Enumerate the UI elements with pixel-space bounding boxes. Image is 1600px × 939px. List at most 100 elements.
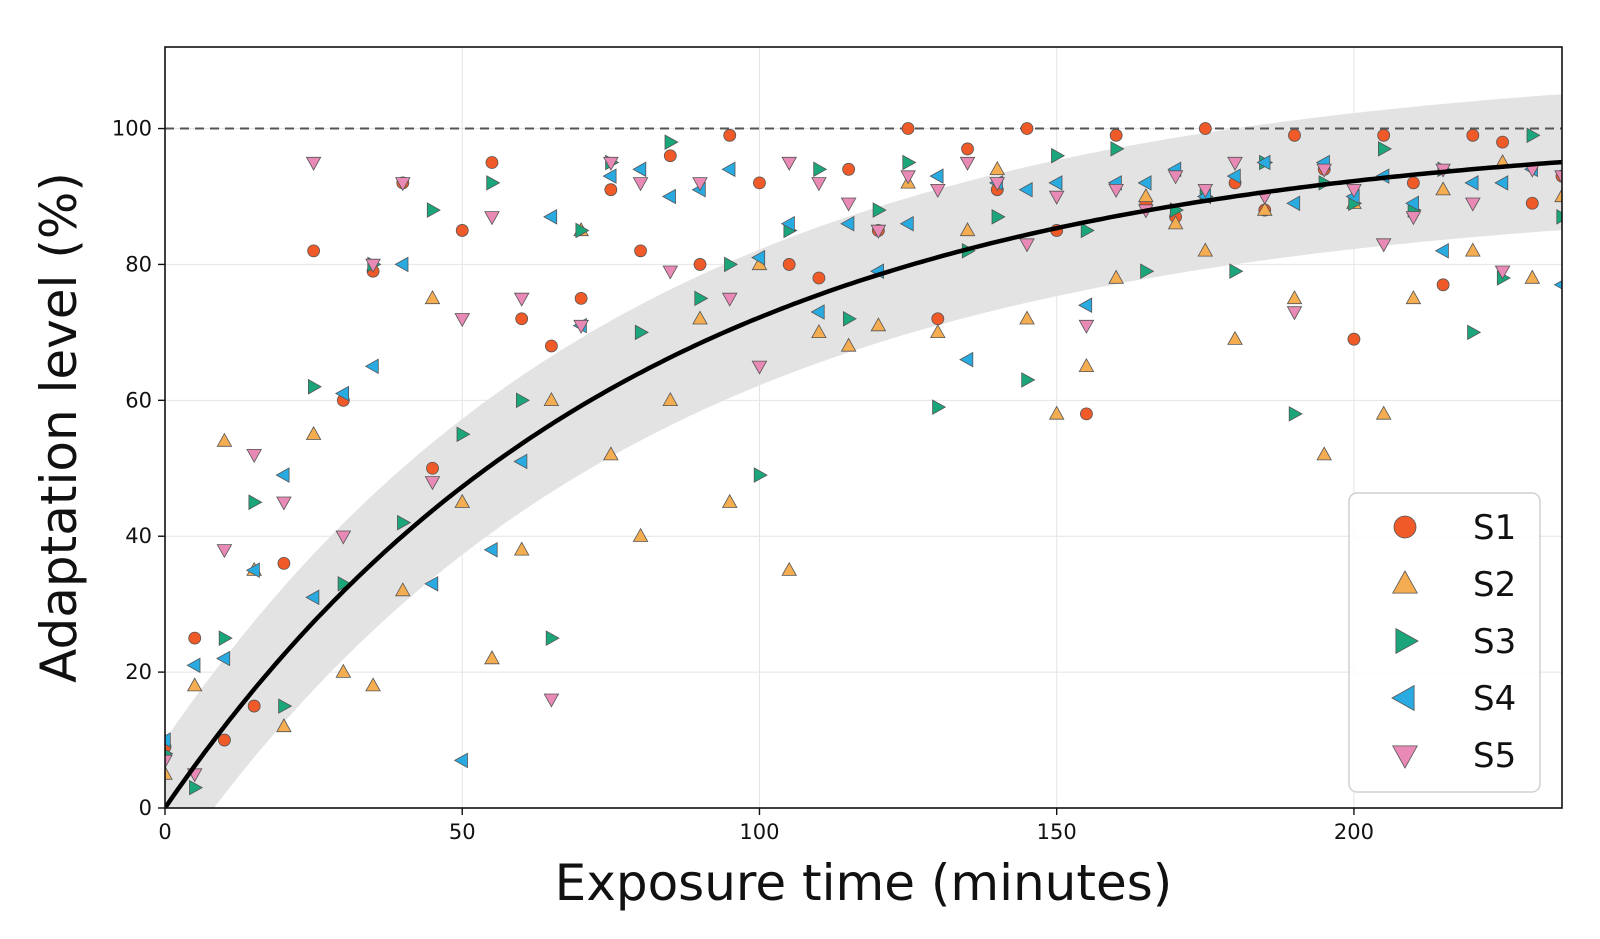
data-point-s3 — [1556, 209, 1562, 225]
data-point-s2 — [721, 493, 738, 508]
data-point-s2 — [1048, 405, 1065, 420]
data-point-s1 — [426, 461, 439, 475]
data-point-s3 — [843, 311, 857, 327]
data-point-s1 — [218, 733, 231, 747]
data-point-s3 — [1229, 263, 1244, 279]
axis-ticks: 0 50 100 150 200 0 20 40 60 80 100 — [112, 117, 1374, 844]
data-point-s5 — [1108, 183, 1124, 199]
data-point-s1 — [604, 183, 618, 197]
data-point-s3 — [932, 399, 947, 415]
data-point-s4 — [1018, 181, 1033, 198]
data-point-s5 — [1375, 238, 1392, 253]
data-point-s2 — [1316, 446, 1332, 461]
data-point-s4 — [721, 161, 736, 178]
data-point-s3 — [248, 494, 263, 511]
data-point-s2 — [870, 317, 887, 332]
data-point-s2 — [1227, 330, 1243, 345]
data-point-s5 — [811, 177, 827, 192]
data-point-s3 — [1288, 406, 1303, 422]
data-point-s5 — [246, 448, 262, 464]
y-tick-label: 20 — [125, 660, 152, 684]
data-point-s2 — [1138, 188, 1154, 203]
data-point-s4 — [186, 657, 201, 674]
legend-marker-s3 — [1395, 627, 1419, 655]
data-point-s3 — [218, 630, 233, 646]
legend-label-s1: S1 — [1473, 508, 1516, 548]
data-point-s1 — [1525, 196, 1539, 210]
data-point-s2 — [1286, 290, 1303, 305]
data-point-s5 — [989, 177, 1006, 192]
data-point-s3 — [189, 779, 204, 796]
data-point-s4 — [305, 589, 320, 606]
legend-marker-s2 — [1392, 570, 1418, 594]
data-point-s1 — [188, 631, 202, 645]
data-point-s5 — [721, 292, 738, 307]
data-point-s4 — [1256, 154, 1271, 171]
data-point-s2 — [632, 527, 649, 542]
x-tick-label: 200 — [1334, 820, 1374, 844]
data-point-s1 — [574, 292, 588, 305]
data-point-s5 — [662, 265, 679, 280]
data-point-s4 — [165, 732, 171, 748]
data-point-s1 — [515, 312, 529, 326]
data-point-s4 — [334, 385, 350, 402]
y-tick-label: 80 — [125, 252, 152, 276]
data-point-s2 — [1524, 269, 1541, 284]
legend-marker-s4 — [1391, 684, 1415, 712]
data-point-s2 — [305, 425, 322, 440]
data-point-s3 — [307, 378, 322, 395]
data-point-s2 — [840, 337, 857, 352]
data-point-s3 — [724, 256, 739, 273]
data-point-s1 — [1020, 122, 1034, 135]
data-point-s4 — [216, 650, 231, 667]
data-point-s4 — [424, 576, 439, 592]
data-point-s1 — [1377, 128, 1391, 142]
data-point-s5 — [1286, 306, 1303, 321]
data-point-s2 — [395, 582, 411, 597]
data-point-s1 — [753, 176, 766, 190]
data-point-s3 — [872, 202, 887, 218]
y-tick-label: 60 — [125, 388, 152, 412]
data-point-s2 — [1019, 310, 1035, 325]
data-point-s2 — [603, 446, 619, 461]
data-point-s5 — [454, 313, 471, 328]
data-point-s2 — [1554, 188, 1562, 203]
data-point-s5 — [1167, 170, 1184, 185]
data-point-s3 — [753, 467, 768, 483]
data-point-s2 — [692, 310, 708, 325]
data-point-s3 — [634, 324, 649, 341]
data-point-s1 — [545, 339, 558, 353]
data-point-s2 — [454, 493, 471, 508]
data-point-s5 — [603, 156, 619, 171]
fit-curve — [165, 159, 1562, 808]
x-tick-label: 150 — [1037, 820, 1077, 844]
data-point-s2 — [335, 663, 352, 678]
data-point-s3 — [664, 134, 679, 150]
data-point-s2 — [1078, 357, 1095, 373]
data-point-s2 — [1375, 405, 1392, 420]
data-point-s4 — [1405, 195, 1419, 212]
data-point-s1 — [1198, 122, 1212, 135]
data-point-s4 — [1226, 168, 1241, 184]
data-point-s5 — [305, 156, 322, 171]
data-point-s3 — [456, 426, 471, 443]
data-point-s4 — [1286, 195, 1301, 212]
data-point-s3 — [516, 392, 531, 409]
data-point-s2 — [959, 222, 976, 237]
data-point-s5 — [1494, 265, 1511, 280]
data-point-s5 — [1227, 156, 1243, 171]
y-tick-label: 40 — [125, 524, 152, 548]
fit-curve-layer — [165, 159, 1562, 808]
data-point-s2 — [1405, 290, 1422, 305]
data-point-s2 — [484, 650, 500, 665]
data-point-s1 — [961, 142, 974, 156]
data-point-s4 — [1078, 297, 1093, 313]
data-point-s4 — [751, 249, 766, 266]
data-point-s4 — [661, 188, 676, 205]
data-point-s4 — [275, 467, 290, 483]
data-point-s3 — [1140, 263, 1155, 279]
data-point-s5 — [1048, 190, 1065, 205]
x-tick-label: 50 — [449, 820, 476, 844]
data-point-s4 — [1494, 175, 1509, 191]
